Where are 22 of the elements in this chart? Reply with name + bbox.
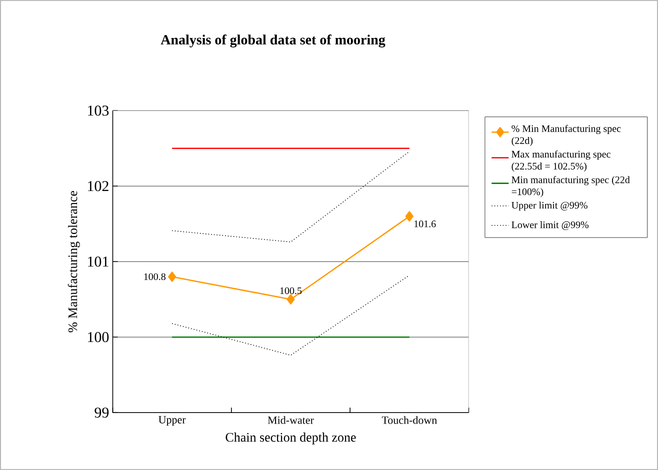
- x-tick-label: Upper: [158, 416, 186, 426]
- y-tick-label: 103: [88, 106, 109, 116]
- legend-label: % Min Manufacturing spec (22d): [512, 124, 621, 146]
- point: [286, 294, 295, 305]
- point: [405, 211, 414, 222]
- x-tick-label: Touch-down: [382, 416, 437, 424]
- legend-label: Min manufacturing spec (22d =100%): [512, 176, 630, 198]
- legend-label: Max manufacturing spec (22.55d = 102.5%): [512, 150, 610, 172]
- chart-title: Analysis of global data set of mooring: [160, 34, 386, 48]
- legend-label: Lower limit @99%: [512, 221, 589, 230]
- data-label: 101.6: [414, 220, 436, 228]
- x-axis-title: Chain section depth zone: [226, 432, 356, 444]
- point: [168, 272, 176, 282]
- legend-label: Upper limit @99%: [512, 202, 588, 211]
- y-axis-title: % Manufacturing tolerance: [68, 190, 80, 332]
- data-label: 100.8: [144, 273, 166, 280]
- y-tick-label: 101: [88, 256, 108, 267]
- y-tick-label: 99: [94, 408, 109, 418]
- data-label: 100.5: [280, 287, 302, 294]
- y-tick-label: 100: [88, 332, 109, 342]
- y-tick-label: 102: [88, 181, 108, 192]
- x-tick-label: Mid-water: [268, 416, 314, 424]
